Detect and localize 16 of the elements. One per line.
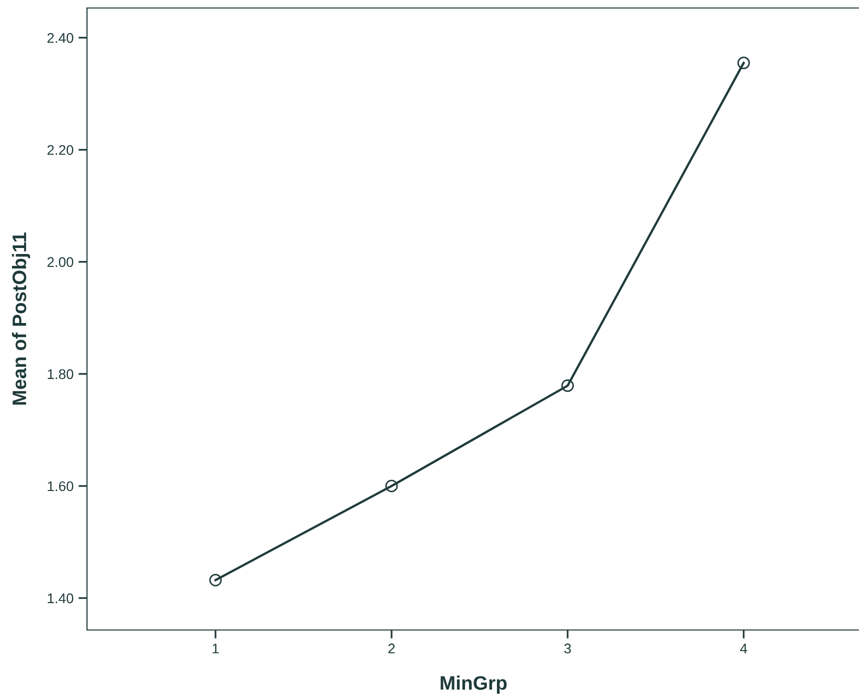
point [385,480,398,492]
point [561,379,574,392]
point [737,56,750,70]
x-tick-label: 1 [212,644,219,654]
y-tick-label: 1.60 [48,481,74,492]
y-tick-label: 1.80 [48,369,74,380]
x-tick-label: 4 [740,644,748,654]
y-tick-label: 1.40 [48,593,74,604]
point [209,574,222,586]
y-tick-label: 2.00 [47,257,74,268]
y-tick-label: 2.20 [47,145,74,155]
y-axis-title: Mean of PostObj11 [12,232,30,405]
y-tick-label: 2.40 [47,33,74,43]
x-tick-label: 2 [388,644,395,654]
x-axis-title: MinGrp [440,676,507,694]
x-tick-label: 3 [564,644,571,654]
